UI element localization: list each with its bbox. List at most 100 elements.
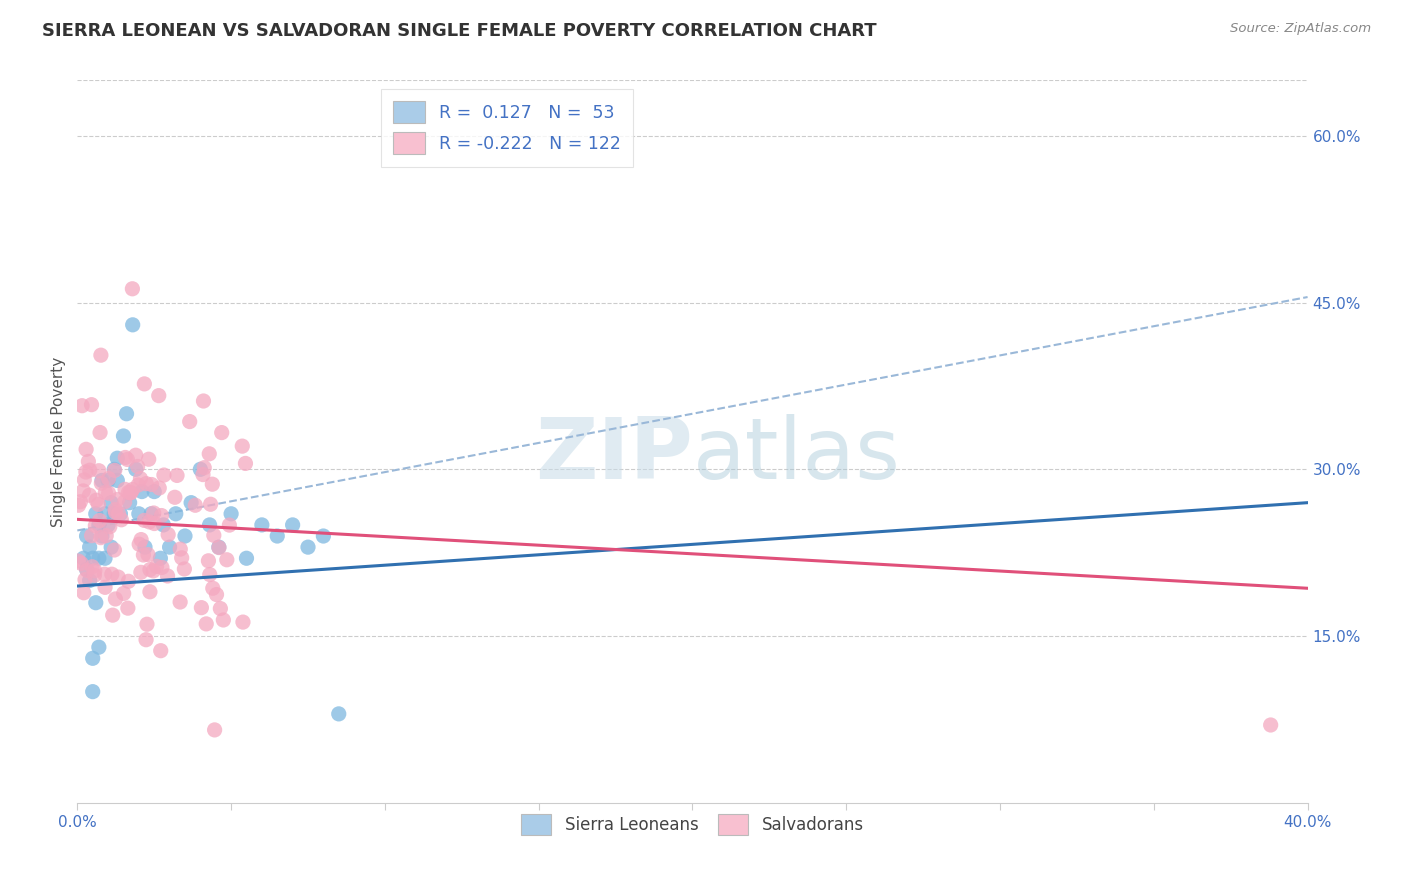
Point bbox=[90, 529, 114, 543]
Point bbox=[77, 454, 100, 468]
Point bbox=[125, 448, 148, 462]
Point bbox=[132, 548, 155, 562]
Point bbox=[80, 398, 103, 412]
Point bbox=[97, 471, 120, 485]
Point bbox=[149, 643, 172, 657]
Point bbox=[208, 540, 231, 554]
Point bbox=[90, 348, 112, 362]
Point bbox=[121, 318, 143, 332]
Point bbox=[312, 529, 335, 543]
Point bbox=[90, 474, 114, 488]
Point bbox=[139, 584, 162, 599]
Point bbox=[235, 551, 257, 566]
Point bbox=[69, 494, 91, 508]
Point bbox=[204, 723, 226, 737]
Point bbox=[84, 596, 107, 610]
Point bbox=[169, 595, 191, 609]
Point bbox=[173, 562, 195, 576]
Point bbox=[107, 570, 129, 584]
Point bbox=[231, 439, 253, 453]
Point bbox=[125, 462, 148, 476]
Point bbox=[193, 394, 215, 409]
Point bbox=[152, 517, 174, 532]
Point bbox=[153, 468, 176, 483]
Point bbox=[107, 492, 129, 507]
Point bbox=[94, 551, 117, 566]
Point bbox=[197, 554, 219, 568]
Point bbox=[205, 588, 228, 602]
Point bbox=[110, 513, 132, 527]
Point bbox=[120, 485, 142, 500]
Point bbox=[67, 554, 90, 568]
Point bbox=[70, 399, 93, 413]
Point bbox=[87, 464, 110, 478]
Point bbox=[98, 520, 121, 534]
Point bbox=[198, 447, 221, 461]
Point bbox=[100, 496, 122, 510]
Point bbox=[97, 517, 120, 532]
Point bbox=[215, 553, 238, 567]
Point bbox=[87, 517, 110, 532]
Point bbox=[75, 442, 97, 457]
Point bbox=[114, 450, 136, 465]
Point bbox=[195, 616, 218, 631]
Point bbox=[134, 513, 156, 527]
Point bbox=[190, 600, 212, 615]
Point bbox=[83, 564, 105, 578]
Point bbox=[75, 465, 97, 479]
Point bbox=[266, 529, 288, 543]
Point bbox=[67, 498, 90, 512]
Point bbox=[105, 451, 128, 466]
Point bbox=[76, 563, 98, 577]
Point bbox=[73, 586, 96, 600]
Point bbox=[188, 462, 212, 476]
Point bbox=[82, 651, 104, 665]
Point bbox=[159, 540, 181, 554]
Point bbox=[250, 517, 273, 532]
Point bbox=[166, 468, 188, 483]
Point bbox=[90, 476, 112, 491]
Point bbox=[143, 516, 166, 531]
Point bbox=[174, 529, 197, 543]
Point bbox=[149, 551, 172, 566]
Point bbox=[198, 517, 221, 532]
Point bbox=[117, 485, 139, 500]
Point bbox=[134, 376, 156, 391]
Point bbox=[297, 540, 319, 554]
Point bbox=[72, 551, 94, 566]
Point bbox=[180, 496, 202, 510]
Point bbox=[104, 505, 127, 519]
Point bbox=[211, 425, 233, 440]
Point bbox=[73, 473, 96, 487]
Point bbox=[148, 389, 170, 403]
Point bbox=[112, 429, 135, 443]
Point bbox=[79, 463, 101, 477]
Point bbox=[104, 591, 127, 606]
Point bbox=[139, 563, 162, 577]
Point bbox=[110, 507, 132, 521]
Point bbox=[129, 533, 152, 547]
Point bbox=[165, 507, 187, 521]
Point bbox=[82, 559, 104, 574]
Point bbox=[131, 484, 153, 499]
Point bbox=[96, 528, 118, 542]
Point bbox=[104, 502, 127, 516]
Point bbox=[104, 463, 127, 477]
Point bbox=[208, 541, 231, 555]
Point bbox=[136, 617, 159, 632]
Point bbox=[112, 586, 135, 600]
Point bbox=[184, 498, 207, 512]
Point bbox=[101, 567, 124, 582]
Point bbox=[138, 515, 160, 529]
Point bbox=[73, 573, 96, 587]
Point bbox=[97, 474, 120, 488]
Point bbox=[129, 566, 152, 580]
Point bbox=[136, 548, 159, 562]
Point bbox=[128, 507, 150, 521]
Point bbox=[83, 568, 105, 582]
Point bbox=[201, 477, 224, 491]
Text: Source: ZipAtlas.com: Source: ZipAtlas.com bbox=[1230, 22, 1371, 36]
Point bbox=[201, 581, 224, 595]
Point bbox=[145, 559, 167, 574]
Point bbox=[198, 567, 221, 582]
